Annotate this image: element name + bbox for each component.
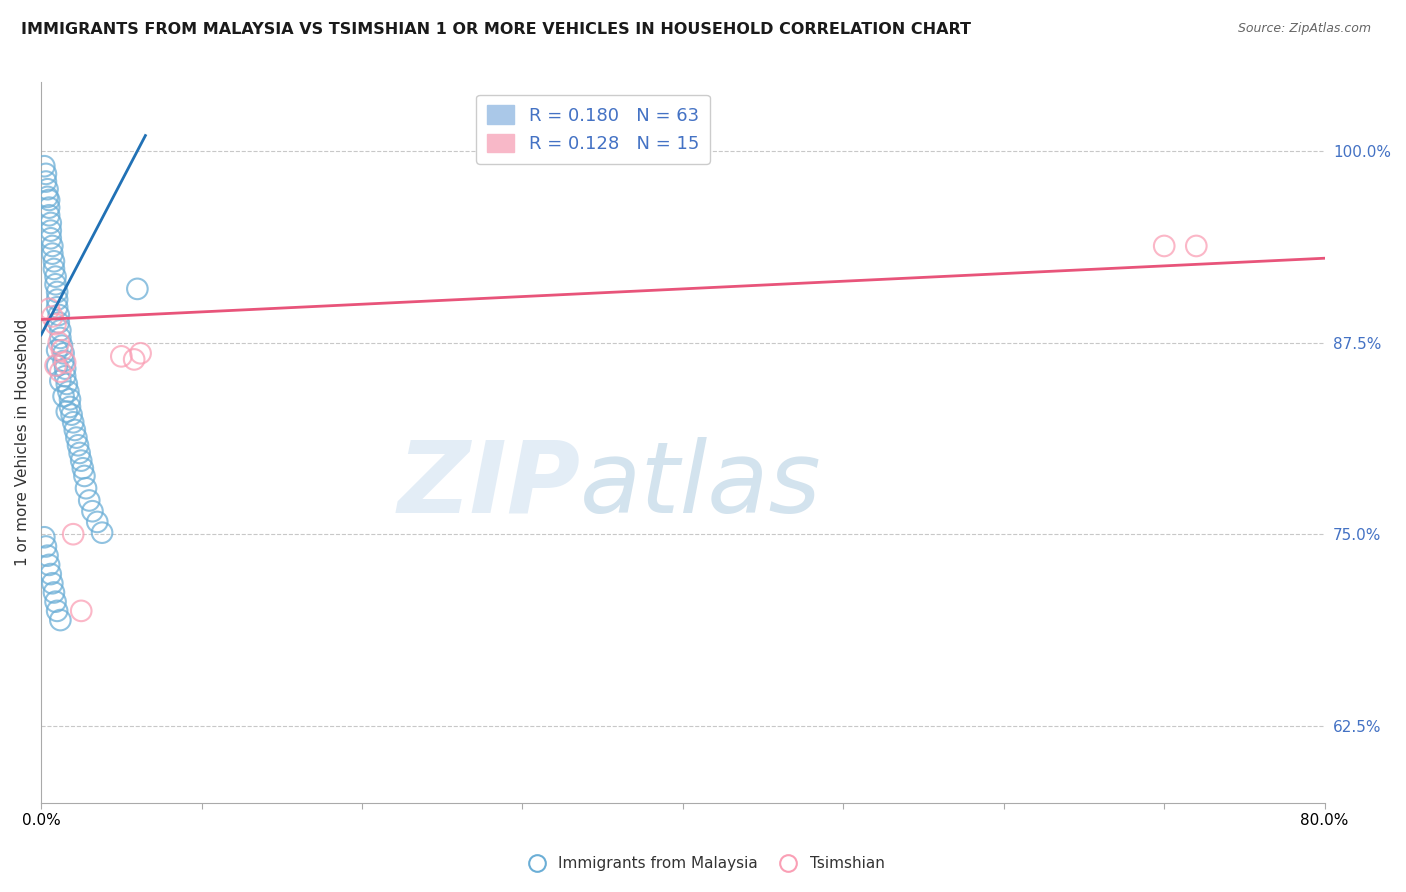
Point <box>72 461 94 475</box>
Point <box>46 300 69 314</box>
Point <box>41 246 63 260</box>
Point <box>42 585 65 599</box>
Point <box>45 269 67 284</box>
Point <box>38 301 60 316</box>
Text: Source: ZipAtlas.com: Source: ZipAtlas.com <box>1237 22 1371 36</box>
Text: ZIP: ZIP <box>398 437 581 534</box>
Point <box>38 208 60 222</box>
Point <box>38 201 60 215</box>
Point <box>49 331 72 345</box>
Point <box>37 549 59 563</box>
Legend: Immigrants from Malaysia, Tsimshian: Immigrants from Malaysia, Tsimshian <box>515 850 891 877</box>
Text: IMMIGRANTS FROM MALAYSIA VS TSIMSHIAN 1 OR MORE VEHICLES IN HOUSEHOLD CORRELATIO: IMMIGRANTS FROM MALAYSIA VS TSIMSHIAN 1 … <box>21 22 972 37</box>
Point <box>58 384 80 399</box>
Point <box>46 604 69 618</box>
Point <box>37 190 59 204</box>
Point <box>38 193 60 207</box>
Point <box>48 308 70 322</box>
Point <box>86 515 108 529</box>
Text: atlas: atlas <box>581 437 823 534</box>
Point <box>53 361 76 376</box>
Point <box>39 567 62 582</box>
Point <box>45 317 67 331</box>
Point <box>49 613 72 627</box>
Point <box>55 404 77 418</box>
Point <box>41 310 63 324</box>
Point <box>52 346 75 360</box>
Point <box>66 438 89 452</box>
Y-axis label: 1 or more Vehicles in Household: 1 or more Vehicles in Household <box>15 318 30 566</box>
Point <box>39 216 62 230</box>
Point <box>35 540 58 554</box>
Point <box>52 389 75 403</box>
Point <box>52 354 75 368</box>
Point <box>59 392 82 407</box>
Point <box>77 493 100 508</box>
Point <box>110 349 132 363</box>
Point <box>41 239 63 253</box>
Point <box>45 359 67 373</box>
Point <box>59 400 82 414</box>
Point <box>45 595 67 609</box>
Point <box>65 431 87 445</box>
Point <box>51 343 73 358</box>
Point <box>73 469 96 483</box>
Point <box>35 167 58 181</box>
Point <box>70 453 93 467</box>
Point <box>1153 239 1175 253</box>
Point <box>69 446 91 460</box>
Point <box>62 415 84 429</box>
Point <box>34 159 56 173</box>
Point <box>49 365 72 379</box>
Point <box>122 352 145 367</box>
Point <box>127 282 149 296</box>
Point <box>129 346 152 360</box>
Point <box>35 175 58 189</box>
Point <box>75 481 97 495</box>
Point <box>82 504 104 518</box>
Point <box>34 530 56 544</box>
Point <box>38 558 60 572</box>
Point <box>46 285 69 299</box>
Point <box>55 376 77 391</box>
Point <box>49 323 72 337</box>
Point <box>41 576 63 591</box>
Point <box>42 262 65 277</box>
Point <box>48 316 70 330</box>
Point <box>42 254 65 268</box>
Point <box>49 374 72 388</box>
Point <box>60 408 83 422</box>
Point <box>46 343 69 358</box>
Point <box>48 335 70 350</box>
Point <box>37 182 59 196</box>
Point <box>39 231 62 245</box>
Point <box>39 224 62 238</box>
Point <box>45 277 67 292</box>
Point <box>62 527 84 541</box>
Point <box>53 369 76 384</box>
Point <box>46 293 69 307</box>
Point <box>51 338 73 352</box>
Legend: R = 0.180   N = 63, R = 0.128   N = 15: R = 0.180 N = 63, R = 0.128 N = 15 <box>477 95 710 164</box>
Point <box>63 423 86 437</box>
Point <box>1185 239 1208 253</box>
Point <box>91 525 114 540</box>
Point <box>53 355 76 369</box>
Point <box>46 359 69 373</box>
Point <box>70 604 93 618</box>
